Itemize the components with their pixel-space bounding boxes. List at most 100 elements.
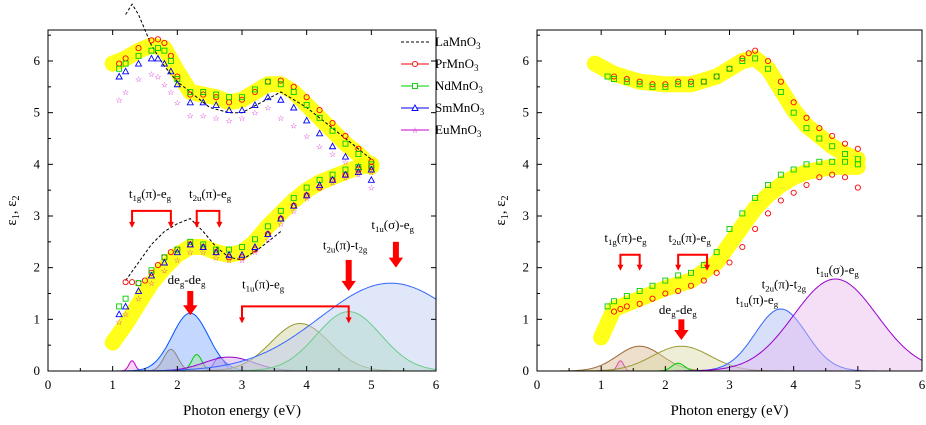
data-point <box>122 279 129 286</box>
data-point <box>636 287 643 294</box>
data-point <box>225 106 233 114</box>
x-tick-label: 1 <box>598 377 605 392</box>
data-point <box>251 243 259 250</box>
data-point: ☆ <box>148 70 155 79</box>
data-point <box>611 76 617 83</box>
legend-item: SmMnO3 <box>401 100 485 117</box>
data-point <box>636 81 643 88</box>
data-point <box>289 103 298 111</box>
data-point <box>342 132 349 139</box>
series-PrMnO3-eps2 <box>610 171 861 315</box>
data-point <box>303 94 310 101</box>
y-axis-label: ε1, ε2 <box>493 195 511 225</box>
y-tick-label: 3 <box>523 208 530 223</box>
data-point <box>841 140 849 147</box>
data-point: ☆ <box>116 96 123 105</box>
data-point <box>764 210 772 217</box>
data-point <box>341 170 350 178</box>
data-point <box>713 73 720 80</box>
data-point: ☆ <box>174 256 181 265</box>
data-point: ☆ <box>174 98 181 107</box>
series-NdMnO3-eps1 <box>116 45 375 173</box>
arrow-deg <box>674 319 689 340</box>
data-point: ☆ <box>167 88 174 97</box>
data-point: ☆ <box>200 111 207 120</box>
data-point <box>200 241 207 248</box>
data-point <box>290 89 297 95</box>
data-point <box>816 135 823 142</box>
data-point: ☆ <box>277 114 284 123</box>
x-tick-label: 4 <box>790 377 797 392</box>
data-point: ☆ <box>187 111 194 120</box>
data-point <box>315 129 324 137</box>
data-point <box>604 73 611 80</box>
data-point <box>115 72 123 80</box>
data-point: ☆ <box>329 150 336 159</box>
x-tick-label: 3 <box>239 377 246 392</box>
bracket-t1g <box>129 209 174 228</box>
y-tick-label: 2 <box>34 260 41 275</box>
data-point <box>135 52 142 59</box>
data-point <box>200 89 207 95</box>
data-point: ☆ <box>148 279 155 288</box>
x-tick-label: 6 <box>919 377 926 392</box>
transition-label-1: t2u(π)-eg <box>669 230 712 247</box>
data-point <box>212 100 220 108</box>
data-point <box>649 83 656 90</box>
data-point <box>264 230 272 238</box>
data-point <box>303 101 310 108</box>
data-point: ☆ <box>264 235 271 244</box>
x-tick-label: 2 <box>662 377 669 392</box>
data-point <box>790 109 797 116</box>
data-point <box>623 293 630 300</box>
data-point <box>329 119 336 127</box>
data-point <box>213 91 220 98</box>
data-point: ☆ <box>342 158 349 167</box>
transition-label-2: deg-deg <box>659 302 697 319</box>
data-point <box>604 303 611 310</box>
data-point <box>367 175 376 183</box>
data-point <box>160 59 169 67</box>
data-point <box>687 282 695 289</box>
data-point <box>135 45 142 52</box>
transition-label-4: t2u(π)-t2g <box>762 276 807 293</box>
y-tick-label: 5 <box>34 105 41 120</box>
data-point <box>777 89 784 95</box>
data-point <box>739 58 746 64</box>
data-point <box>122 60 129 67</box>
data-point <box>277 81 284 88</box>
data-point <box>829 171 836 178</box>
data-point <box>662 83 669 90</box>
data-point <box>611 298 617 305</box>
data-point: ☆ <box>251 248 258 257</box>
data-point <box>739 210 746 217</box>
data-point: ☆ <box>368 184 375 193</box>
data-point <box>329 127 336 134</box>
svg-text:☆: ☆ <box>411 126 418 135</box>
data-point: ☆ <box>225 116 232 125</box>
data-point <box>277 214 285 222</box>
data-point: ☆ <box>154 73 161 82</box>
data-point <box>649 282 656 289</box>
bracket-t1g <box>617 253 643 271</box>
data-point <box>212 248 220 256</box>
data-point: ☆ <box>316 142 323 151</box>
data-point <box>277 95 285 103</box>
y-tick-label: 4 <box>523 156 530 171</box>
data-point <box>186 240 195 248</box>
data-point: ☆ <box>161 266 168 275</box>
data-point <box>675 81 682 88</box>
transition-label-2: deg-deg <box>168 272 206 289</box>
data-point <box>251 100 259 108</box>
data-point <box>842 158 848 165</box>
data-point <box>277 77 284 84</box>
legend-label: SmMnO3 <box>435 100 485 117</box>
data-point <box>264 78 271 85</box>
data-point: ☆ <box>368 168 375 177</box>
data-point: ☆ <box>187 248 194 257</box>
data-point <box>713 249 720 256</box>
data-point <box>726 225 733 232</box>
arrow-t1u-sigma <box>388 241 404 268</box>
data-point <box>316 114 323 121</box>
data-point <box>199 98 207 106</box>
